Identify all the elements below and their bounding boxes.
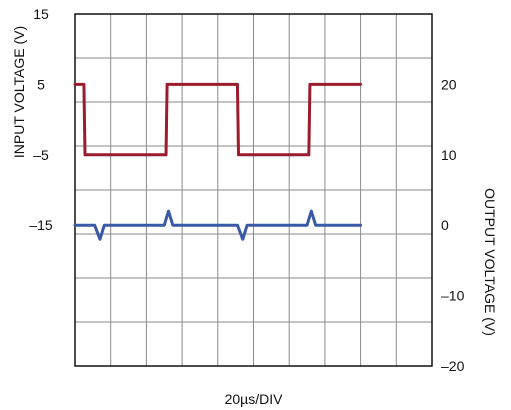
- right-tick-label: –10: [441, 288, 465, 304]
- left-tick-label: 15: [33, 6, 49, 22]
- x-axis-label: 20µs/DIV: [225, 391, 284, 407]
- left-axis-label: INPUT VOLTAGE (V): [11, 26, 27, 158]
- output-voltage-series-line: [73, 209, 363, 241]
- left-tick-label: –5: [33, 147, 49, 163]
- plot-frame: [74, 13, 433, 367]
- right-axis-label: OUTPUT VOLTAGE (V): [482, 188, 498, 336]
- right-tick-label: 10: [441, 147, 457, 163]
- right-tick-label: 20: [441, 76, 457, 92]
- left-tick-label: –15: [29, 217, 53, 233]
- input-voltage-series-line: [73, 82, 363, 157]
- right-tick-label: 0: [441, 217, 449, 233]
- right-tick-label: –20: [441, 358, 465, 374]
- left-tick-label: 5: [37, 76, 45, 92]
